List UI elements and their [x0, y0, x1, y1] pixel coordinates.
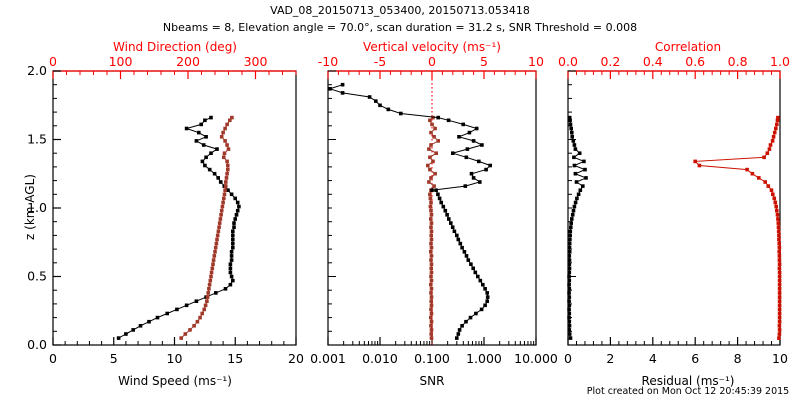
- y-tick-label: 1.0: [27, 200, 47, 215]
- y-tick-label: 0.5: [27, 269, 47, 284]
- panel-wind-bottom-tick-label: 15: [227, 351, 243, 366]
- y-tick-label: 1.5: [27, 132, 47, 147]
- axis-title-vertical-velocity: Vertical velocity (ms⁻¹): [363, 40, 501, 54]
- panel-residual-bottom-tick-label: 0: [564, 351, 572, 366]
- panel-residual-bottom-tick-label: 6: [691, 351, 699, 366]
- axis-title-snr: SNR: [419, 374, 445, 388]
- series-snr: [434, 188, 490, 340]
- y-tick-label: 0.0: [27, 337, 47, 352]
- panel-snr-top-tick-label: 0: [428, 54, 436, 69]
- series-vertical-velocity-upper: [328, 82, 492, 192]
- panel-wind-top-tick-label: 200: [176, 54, 200, 69]
- axis-title-wind-direction: Wind Direction (deg): [113, 40, 237, 54]
- panel-snr-bottom-tick-label: 0.100: [414, 351, 450, 366]
- panel-residual-top-tick-label: 0.0: [558, 54, 578, 69]
- panel-residual-bottom-tick-label: 10: [772, 351, 788, 366]
- axis-title-correlation: Correlation: [654, 40, 722, 54]
- y-tick-label: 2.0: [27, 63, 47, 78]
- panel-wind-top-tick-label: 300: [244, 54, 268, 69]
- panel-wind-top-tick-label: 100: [109, 54, 133, 69]
- series-residual: [567, 115, 588, 340]
- series-correlation: [693, 115, 782, 340]
- panel-residual-bottom-tick-label: 8: [734, 351, 742, 366]
- panel-residual-top-tick-label: 1.0: [770, 54, 790, 69]
- panel-snr-bottom-tick-label: 1.000: [466, 351, 502, 366]
- series-wind-speed: [116, 115, 241, 340]
- panel-wind-top-tick-label: 0: [49, 54, 57, 69]
- series-vertical-velocity: [426, 115, 440, 340]
- figure-title-line2: Nbeams = 8, Elevation angle = 70.0°, sca…: [162, 21, 638, 34]
- panel-wind-bottom-tick-label: 10: [167, 351, 183, 366]
- panel-wind-bottom-tick-label: 0: [49, 351, 57, 366]
- panel-residual-top-tick-label: 0.6: [685, 54, 705, 69]
- panel-snr-bottom-tick-label: 0.010: [362, 351, 398, 366]
- panel-residual-top-tick-label: 0.2: [600, 54, 620, 69]
- panel-residual-top-tick-label: 0.4: [643, 54, 663, 69]
- panel-wind-frame: [52, 70, 297, 346]
- panel-snr-top-tick-label: 10: [528, 54, 544, 69]
- figure-title-line1: VAD_08_20150713_053400, 20150713.053418: [270, 4, 530, 17]
- panel-residual-top-tick-label: 0.8: [728, 54, 748, 69]
- panel-snr-bottom-tick-label: 10.000: [514, 351, 558, 366]
- plot-created-footer: Plot created on Mon Oct 12 20:45:39 2015: [586, 386, 790, 397]
- axis-title-residual: Residual (ms⁻¹): [641, 374, 735, 388]
- panel-wind-bottom-tick-label: 20: [288, 351, 304, 366]
- axis-title-wind-speed: Wind Speed (ms⁻¹): [118, 374, 232, 388]
- panel-snr-top-tick-label: 5: [480, 54, 488, 69]
- panel-residual-bottom-tick-label: 4: [649, 351, 657, 366]
- panel-wind-bottom-tick-label: 5: [110, 351, 118, 366]
- panel-snr-top-tick-label: -5: [374, 54, 386, 69]
- panel-residual-frame: [567, 70, 781, 346]
- panel-snr-bottom-tick-label: 0.001: [310, 351, 346, 366]
- panel-snr-top-tick-label: -10: [318, 54, 338, 69]
- series-wind-direction: [179, 115, 234, 340]
- panel-residual-bottom-tick-label: 2: [606, 351, 614, 366]
